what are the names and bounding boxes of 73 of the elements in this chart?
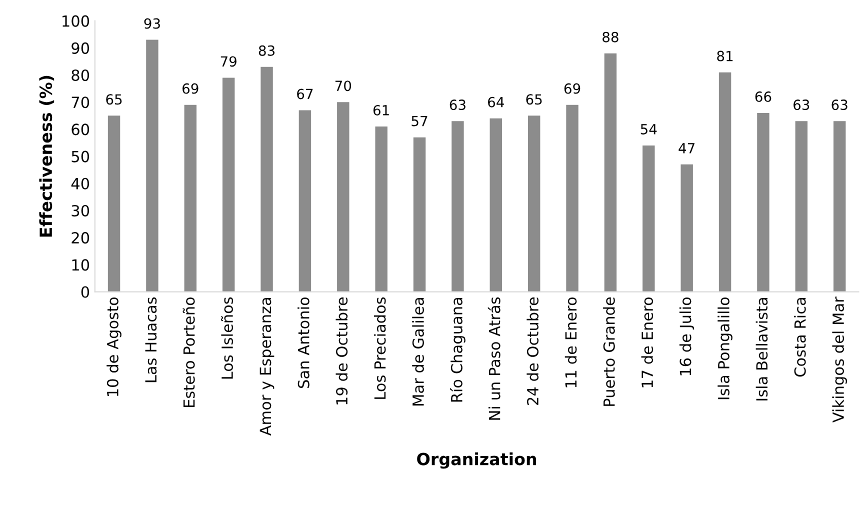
y-tick-label: 70 — [72, 96, 90, 108]
x-tick-label: 10 de Agosto — [106, 297, 122, 396]
y-tick-label: 40 — [71, 178, 90, 190]
bar — [566, 104, 578, 292]
bar — [452, 121, 464, 292]
bar — [528, 116, 540, 292]
data-label: 93 — [144, 18, 160, 29]
x-tick-label: Isla Pongalillo — [718, 297, 732, 400]
y-tick-label: 90 — [72, 42, 90, 54]
data-label: 57 — [412, 116, 428, 126]
x-tick-label: Amor y Esperanza — [260, 298, 274, 436]
data-label: 64 — [488, 96, 504, 108]
x-tick-label: Ni un Paso Atrás — [488, 297, 500, 420]
bar — [184, 104, 197, 292]
bar — [375, 126, 388, 292]
bar — [604, 53, 617, 292]
x-tick-label: Río Chaguana — [450, 298, 466, 402]
bar — [298, 110, 312, 292]
x-tick-label: Estero Porteño — [182, 297, 195, 407]
bar — [757, 112, 770, 292]
bar — [337, 102, 350, 292]
y-tick-label: 30 — [72, 204, 90, 217]
y-tick-label: 60 — [72, 124, 90, 136]
bar — [490, 118, 502, 292]
bar — [833, 121, 846, 292]
y-tick-label: 80 — [72, 69, 90, 82]
bar — [795, 121, 808, 292]
y-axis-title: Effectiveness (%) — [39, 76, 54, 237]
bar — [413, 137, 426, 292]
data-label: 63 — [832, 100, 848, 110]
x-tick-label: Los Isleños — [220, 297, 234, 379]
data-label: 63 — [450, 100, 466, 110]
data-label: 67 — [297, 88, 313, 100]
data-label: 54 — [640, 124, 657, 134]
y-tick-label: 50 — [72, 150, 90, 162]
data-label: 70 — [335, 80, 352, 92]
data-label: 65 — [526, 94, 542, 105]
bar — [260, 66, 273, 292]
data-label: 65 — [106, 94, 122, 105]
y-tick-label: 20 — [72, 232, 90, 244]
x-tick-label: 24 de Octubre — [526, 297, 539, 405]
bar — [222, 78, 235, 292]
bar — [146, 40, 158, 292]
y-tick-label: 100 — [62, 15, 90, 27]
x-tick-label: Las Huacas — [145, 297, 157, 382]
x-tick-label: 19 de Octubre — [336, 297, 348, 404]
y-tick-label: 0 — [81, 286, 90, 298]
data-label: 66 — [755, 91, 772, 102]
data-label: 69 — [182, 83, 198, 94]
data-label: 81 — [717, 50, 733, 62]
bar — [718, 72, 732, 292]
x-tick-label: Vikingos del Mar — [832, 296, 847, 423]
x-tick-label: Costa Rica — [794, 298, 806, 377]
data-label: 79 — [220, 56, 236, 67]
x-tick-label: Los Preciados — [374, 297, 386, 399]
data-label: 47 — [678, 143, 694, 154]
x-tick-label: Puerto Grande — [603, 297, 615, 406]
x-tick-label: 16 de Julio — [679, 297, 694, 376]
data-label: 63 — [794, 100, 810, 110]
data-label: 88 — [602, 32, 618, 42]
bar — [642, 145, 655, 292]
x-axis-title: Organization — [417, 452, 536, 469]
x-tick-label: San Antonio — [298, 297, 310, 388]
bar — [680, 164, 693, 292]
data-label: 61 — [373, 104, 389, 116]
data-label: 69 — [564, 83, 580, 94]
x-tick-label: 17 de Enero — [641, 297, 654, 388]
data-label: 83 — [258, 45, 274, 56]
y-tick-label: 10 — [72, 259, 90, 271]
x-tick-label: 11 de Enero — [564, 297, 577, 388]
x-tick-label: Isla Bellavista — [756, 298, 768, 400]
x-tick-label: Mar de Galilea — [412, 298, 424, 406]
bar — [108, 116, 120, 292]
